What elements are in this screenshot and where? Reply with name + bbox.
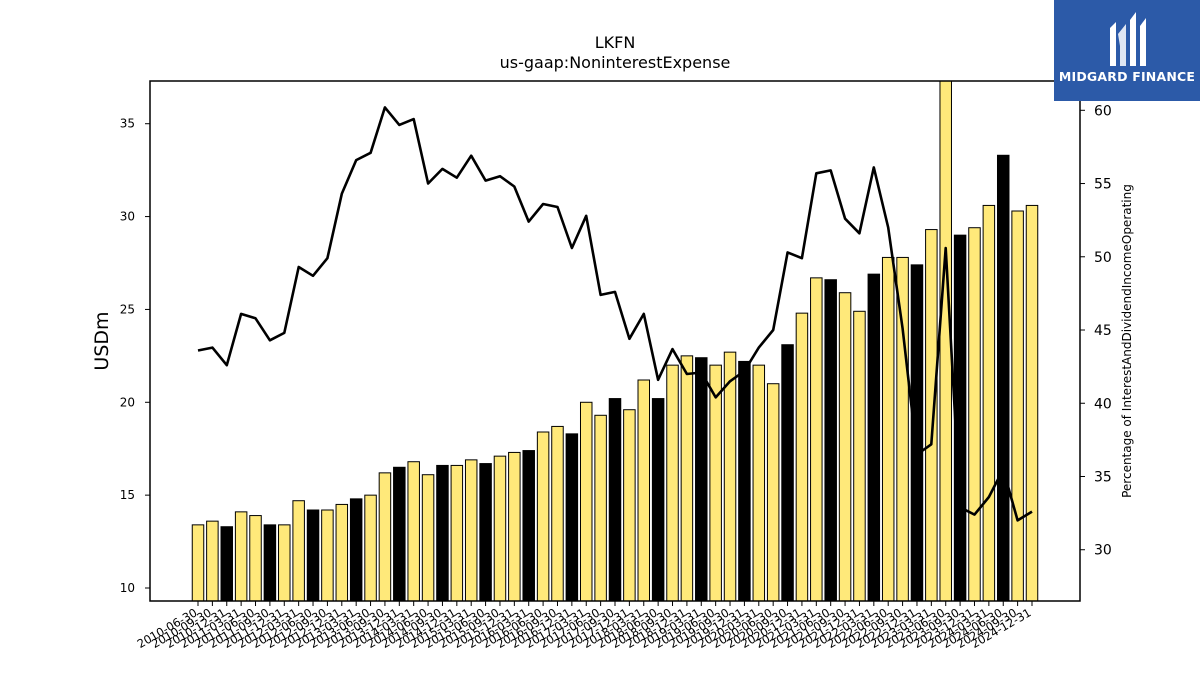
bar <box>191 524 205 602</box>
bar <box>349 498 363 602</box>
bar <box>723 351 737 602</box>
bar <box>867 273 881 602</box>
bar <box>234 511 248 602</box>
bars-layer <box>191 80 1039 602</box>
bar <box>910 264 924 602</box>
bar <box>594 414 607 602</box>
y2-tick-label: 50 <box>1094 250 1112 266</box>
bar <box>709 364 722 602</box>
y2-tick-label: 40 <box>1094 396 1112 412</box>
y2-tick-label: 35 <box>1094 469 1112 485</box>
bar <box>680 355 694 602</box>
bar <box>623 409 636 602</box>
y-tick-label: 10 <box>120 581 135 595</box>
bar <box>752 364 766 602</box>
bar <box>853 310 866 602</box>
bar <box>278 524 291 602</box>
midgard-finance-logo: MIDGARD FINANCE <box>1054 0 1200 101</box>
line-layer <box>197 106 1033 522</box>
bar <box>335 503 349 602</box>
bar <box>249 515 262 602</box>
bar <box>982 204 996 602</box>
bar <box>824 279 837 602</box>
bar <box>738 360 751 602</box>
bar <box>637 379 651 602</box>
bar <box>810 277 823 602</box>
bar <box>306 509 320 602</box>
y-tick-label: 35 <box>120 117 135 131</box>
bar <box>766 383 780 602</box>
y-tick-label: 20 <box>120 395 135 409</box>
bar <box>881 256 895 602</box>
chart-title: LKFN <box>595 33 636 52</box>
y2-tick-label: 60 <box>1094 103 1112 119</box>
bar <box>695 357 708 602</box>
bar <box>206 520 219 602</box>
ratio-line <box>197 106 1033 522</box>
bar <box>608 398 622 602</box>
bar <box>996 154 1010 602</box>
bar <box>220 526 234 602</box>
bar <box>407 461 420 602</box>
bar <box>321 509 334 602</box>
chart-subtitle: us-gaap:NoninterestExpense <box>500 53 731 72</box>
bar <box>536 431 550 602</box>
bar <box>464 459 478 602</box>
bar <box>925 229 938 602</box>
y2-tick-label: 55 <box>1094 177 1112 193</box>
y-tick-label: 30 <box>120 210 135 224</box>
bar <box>1011 210 1024 602</box>
y-axis-right: 30 35 40 45 50 55 60 <box>1080 103 1112 559</box>
bar <box>421 474 435 602</box>
bar <box>795 312 809 602</box>
y-axis-left: 10 15 20 25 30 35 <box>120 117 150 595</box>
bar <box>436 464 449 602</box>
x-axis: 2010-06-302010-09-302010-12-312011-03-31… <box>135 601 1034 651</box>
bar <box>1025 204 1039 602</box>
bar <box>450 464 464 602</box>
logo-mark-icon <box>1110 12 1146 66</box>
bar <box>493 455 507 602</box>
bar <box>579 401 593 602</box>
y-axis-label: USDm <box>91 311 113 370</box>
bar <box>781 344 794 602</box>
bar <box>393 466 406 602</box>
bar <box>838 292 852 602</box>
logo-text: MIDGARD FINANCE <box>1058 69 1196 84</box>
y2-axis-label: Percentage of InterestAndDividendIncomeO… <box>1120 184 1134 498</box>
bar <box>479 463 492 602</box>
bar <box>968 227 981 602</box>
bar <box>522 450 535 602</box>
bar <box>651 398 665 602</box>
bar <box>378 472 392 602</box>
bar <box>364 494 377 602</box>
bar <box>292 500 305 602</box>
bar <box>551 425 564 602</box>
bar <box>565 433 579 602</box>
y2-tick-label: 30 <box>1094 543 1112 559</box>
y-tick-label: 15 <box>120 488 135 502</box>
bar <box>263 524 277 602</box>
bar <box>508 451 521 602</box>
y-tick-label: 25 <box>120 302 135 316</box>
bar <box>666 364 679 602</box>
y2-tick-label: 45 <box>1094 323 1112 339</box>
